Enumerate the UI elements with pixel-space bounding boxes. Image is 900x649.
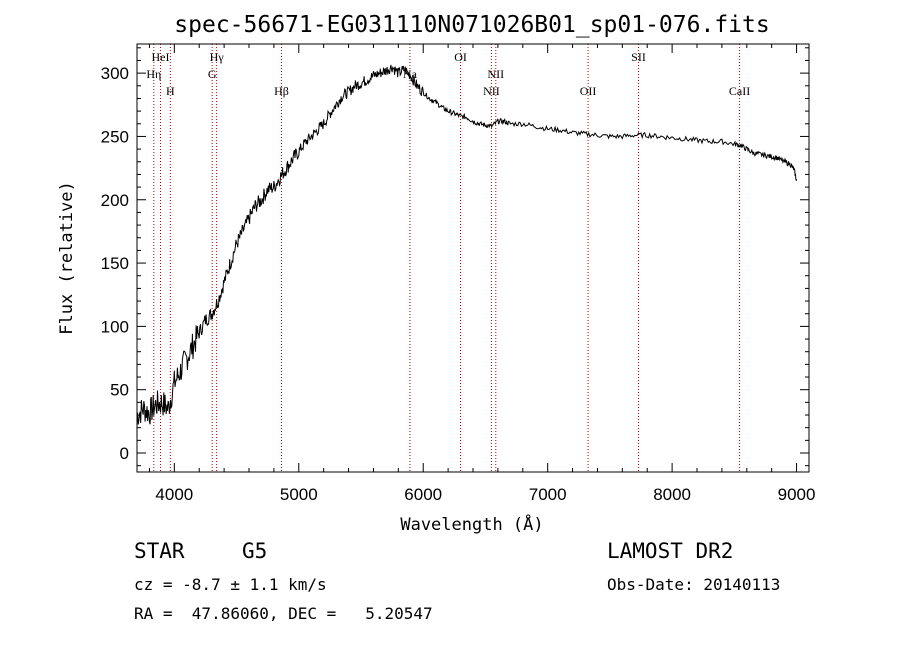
y-tick-label: 100 <box>101 317 129 336</box>
y-tick-label: 300 <box>101 64 129 83</box>
y-tick-label: 200 <box>101 191 129 210</box>
y-tick-label: 150 <box>101 254 129 273</box>
spectral-line-label: Hβ <box>274 84 289 98</box>
spectral-line-label: Hγ <box>210 50 225 64</box>
y-tick-label: 0 <box>120 444 129 463</box>
spectral-line-label: NII <box>487 67 504 81</box>
redshift-readout: cz = -8.7 ± 1.1 km/s <box>134 575 327 594</box>
x-tick-label: 9000 <box>778 485 816 504</box>
x-tick-label: 5000 <box>280 485 318 504</box>
x-tick-label: 8000 <box>653 485 691 504</box>
spectral-line-label: OII <box>580 84 597 98</box>
x-tick-label: 6000 <box>404 485 442 504</box>
spectral-line-label: HeI <box>152 50 170 64</box>
spectral-line-label: SII <box>631 50 646 64</box>
spectral-line-label: CaII <box>729 84 750 98</box>
x-tick-label: 4000 <box>155 485 193 504</box>
coordinates-readout: RA = 47.86060, DEC = 5.20547 <box>134 604 433 623</box>
y-tick-label: 50 <box>110 381 129 400</box>
object-subclass: G5 <box>242 539 268 563</box>
spectral-line-label: Hη <box>146 67 161 81</box>
spectral-line-label: NII <box>483 84 500 98</box>
y-axis-label: Flux (relative) <box>57 181 77 335</box>
survey-name: LAMOST DR2 <box>607 539 734 563</box>
x-axis-label: Wavelength (Å) <box>400 513 543 535</box>
spectral-line-label: H <box>166 84 175 98</box>
x-tick-label: 7000 <box>529 485 567 504</box>
y-tick-label: 250 <box>101 127 129 146</box>
obs-date: Obs-Date: 20140113 <box>607 575 781 594</box>
spectrum-series-line <box>136 64 798 425</box>
spectral-line-label: G <box>208 67 217 81</box>
spectral-line-label: OI <box>454 50 467 64</box>
chart-title: spec-56671-EG031110N071026B01_sp01-076.f… <box>174 12 769 38</box>
object-class: STAR <box>134 539 185 563</box>
plot-frame <box>136 43 810 473</box>
axis-ticks: 4000 5000 6000 7000 8000 9000 0 50 100 150 200 250 3… <box>101 44 816 504</box>
